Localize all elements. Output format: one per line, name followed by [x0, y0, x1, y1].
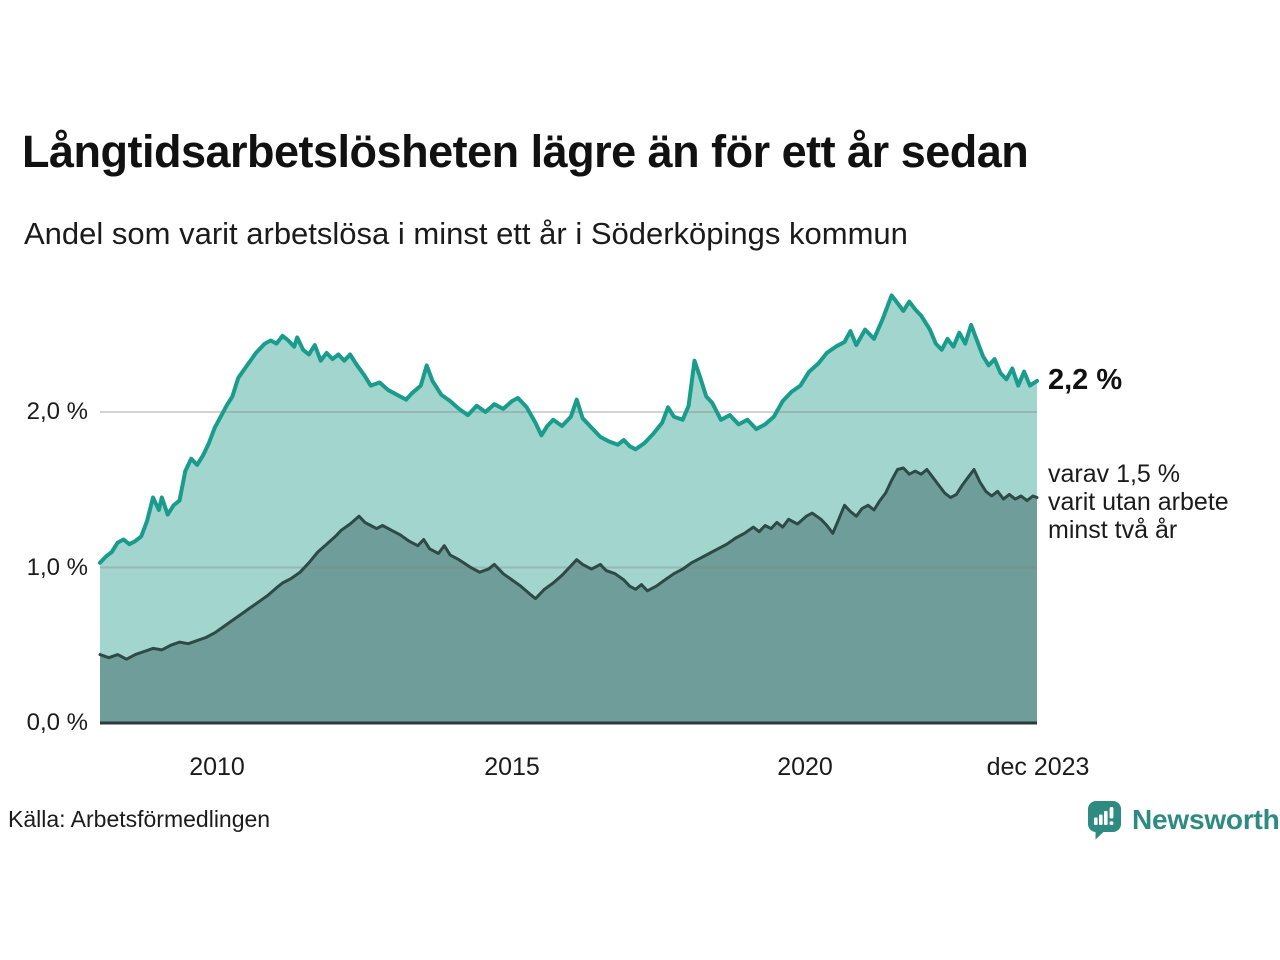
page-subtitle: Andel som varit arbetslösa i minst ett å…	[24, 216, 908, 251]
x-axis-tick-2010: 2010	[189, 753, 245, 781]
x-axis-tick-2020: 2020	[777, 753, 833, 781]
series-line	[98, 293, 1039, 565]
source-credit: Källa: Arbetsförmedlingen	[8, 806, 271, 832]
y-axis-tick-0: 0,0 %	[26, 709, 88, 736]
newsworthy-logo-icon	[1088, 801, 1121, 840]
page-title: Långtidsarbetslösheten lägre än för ett …	[22, 126, 1029, 177]
latest-total-annotation: 2,2 %	[1048, 364, 1123, 396]
x-axis-tick-dec-2023: dec 2023	[986, 753, 1090, 781]
newsworthy-logo-text: Newsworthy	[1132, 804, 1280, 835]
series-line	[98, 466, 1039, 661]
newsworthy-logo: Newsworthy	[1086, 800, 1280, 840]
y-axis-tick-2: 2,0 %	[26, 398, 88, 425]
two-year-breakdown-annotation: varav 1,5 % varit utan arbete minst två …	[1048, 460, 1229, 544]
area-fill	[100, 468, 1037, 723]
x-axis-tick-2015: 2015	[484, 753, 540, 781]
y-axis-tick-1: 1,0 %	[26, 554, 88, 581]
